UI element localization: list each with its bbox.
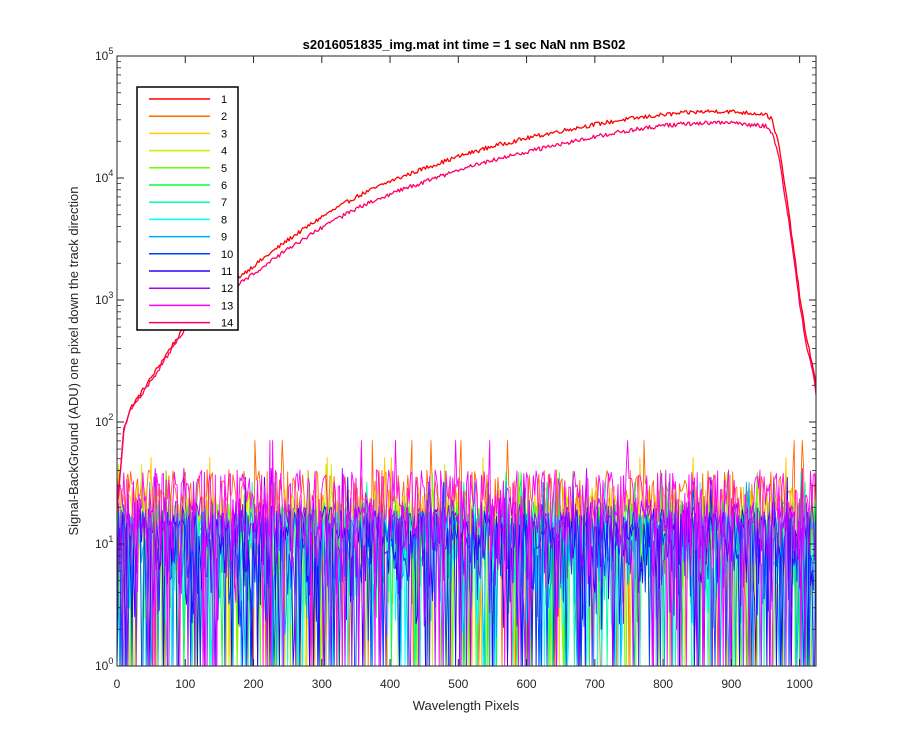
legend-label-9: 9 — [221, 232, 227, 244]
x-axis-label: Wavelength Pixels — [413, 698, 520, 713]
legend-label-1: 1 — [221, 94, 227, 106]
x-axis: 0 100 200 300 400 500 600 700 800 900 1000 — [114, 56, 813, 691]
x-tick-label: 100 — [175, 677, 195, 691]
x-tick-label: 600 — [517, 677, 537, 691]
legend-label-2: 2 — [221, 111, 227, 123]
x-tick-label: 400 — [380, 677, 400, 691]
legend-label-6: 6 — [221, 180, 227, 192]
legend-label-5: 5 — [221, 163, 227, 175]
legend-label-10: 10 — [221, 249, 233, 261]
legend-label-12: 12 — [221, 283, 233, 295]
legend-box — [136, 86, 239, 331]
x-tick-label: 800 — [653, 677, 673, 691]
legend-label-13: 13 — [221, 300, 233, 312]
x-tick-label: 500 — [448, 677, 468, 691]
y-axis-label: Signal-BackGround (ADU) one pixel down t… — [66, 186, 81, 535]
chart-title: s2016051835_img.mat int time = 1 sec NaN… — [303, 37, 626, 52]
legend-label-7: 7 — [221, 197, 227, 209]
legend-label-8: 8 — [221, 214, 227, 226]
x-tick-label: 200 — [244, 677, 264, 691]
legend-label-3: 3 — [221, 128, 227, 140]
legend-label-14: 14 — [221, 318, 233, 330]
x-tick-label: 900 — [721, 677, 741, 691]
x-tick-label: 700 — [585, 677, 605, 691]
axes-box — [116, 55, 817, 667]
series-line-13 — [117, 440, 816, 666]
legend-label-4: 4 — [221, 146, 227, 158]
x-tick-label: 1000 — [786, 677, 813, 691]
series-line-9 — [117, 481, 816, 666]
legend-label-11: 11 — [221, 266, 232, 278]
x-tick-label: 300 — [312, 677, 332, 691]
x-tick-label: 0 — [114, 677, 121, 691]
